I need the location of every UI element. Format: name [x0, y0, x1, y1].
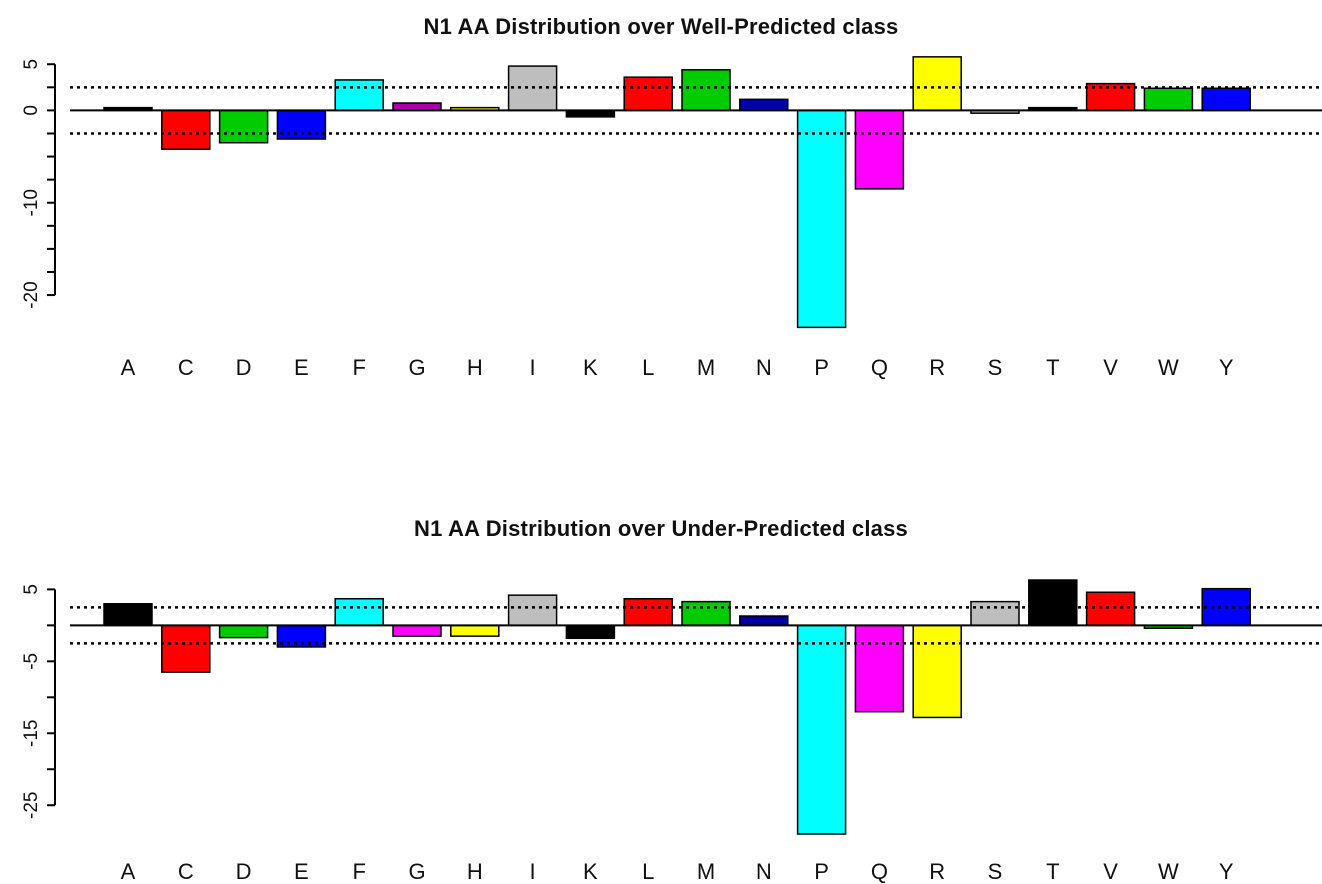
chart-title: N1 AA Distribution over Under-Predicted … — [414, 516, 908, 541]
bar-N — [739, 98, 789, 112]
bar-chart-under-predicted: 5 -5 -15 -25 A C D E F G H I K L M N P Q R S T V W Y — [21, 579, 1322, 884]
category-label: L — [642, 859, 654, 884]
bar-chart-well-predicted: 5 0 -10 -20 A C D E F G H I K L M N P Q R S T V W Y — [21, 56, 1322, 380]
category-label: K — [583, 355, 598, 380]
bar-H — [450, 624, 500, 637]
category-label: S — [988, 859, 1003, 884]
category-label: W — [1158, 859, 1179, 884]
bar-M — [681, 69, 731, 112]
category-label: Q — [871, 355, 888, 380]
y-tick-label: -20 — [21, 281, 42, 308]
category-label: N — [756, 355, 772, 380]
bar-D — [218, 624, 269, 639]
category-label: M — [697, 355, 715, 380]
category-label: V — [1103, 355, 1118, 380]
chart-title: N1 AA Distribution over Well-Predicted c… — [423, 14, 899, 39]
category-label: I — [530, 859, 536, 884]
bar-T — [1028, 579, 1078, 627]
bar-Q — [854, 109, 905, 190]
bar-P — [796, 624, 847, 835]
y-tick-label: 5 — [21, 584, 42, 595]
category-label: R — [929, 355, 945, 380]
category-label: T — [1046, 859, 1059, 884]
bar-V — [1085, 591, 1136, 627]
category-label: P — [814, 355, 829, 380]
category-label: Y — [1219, 859, 1234, 884]
bar-C — [161, 109, 211, 150]
y-tick-label: -10 — [21, 189, 42, 216]
bar-C — [161, 624, 211, 673]
category-label: N — [756, 859, 772, 884]
category-label: Q — [871, 859, 888, 884]
category-label: F — [352, 859, 365, 884]
bar-L — [623, 597, 673, 627]
bar-M — [681, 600, 731, 627]
category-label: C — [178, 859, 194, 884]
category-label: H — [467, 355, 483, 380]
category-label: I — [530, 355, 536, 380]
category-label: V — [1103, 859, 1118, 884]
y-tick-label: 5 — [21, 59, 42, 70]
category-label: Y — [1219, 355, 1234, 380]
y-tick-label: -5 — [21, 653, 42, 670]
bar-I — [507, 594, 558, 627]
bar-S — [970, 600, 1020, 627]
chart-under-predicted: N1 AA Distribution over Under-Predicted … — [0, 442, 1322, 884]
y-tick-label: -25 — [21, 791, 42, 818]
category-label: W — [1158, 355, 1179, 380]
category-label: M — [697, 859, 715, 884]
bar-F — [334, 597, 384, 627]
category-label: H — [467, 859, 483, 884]
bar-R — [912, 624, 962, 719]
bar-N — [739, 615, 789, 627]
category-label: D — [236, 355, 252, 380]
category-label: T — [1046, 355, 1059, 380]
bar-L — [623, 76, 673, 112]
category-label: A — [121, 859, 136, 884]
category-label: R — [929, 859, 945, 884]
category-label: E — [294, 859, 309, 884]
category-label: G — [408, 355, 425, 380]
chart-well-predicted: N1 AA Distribution over Well-Predicted c… — [21, 14, 1322, 380]
bar-G — [392, 102, 442, 112]
category-label: F — [352, 355, 365, 380]
bar-G — [392, 624, 442, 637]
bar-Q — [854, 624, 905, 713]
bar-F — [334, 79, 384, 112]
category-label: A — [121, 355, 136, 380]
category-label: K — [583, 859, 598, 884]
bar-P — [796, 109, 847, 329]
category-label: D — [236, 859, 252, 884]
y-tick-label: 0 — [21, 105, 42, 116]
category-label: P — [814, 859, 829, 884]
bar-Y — [1201, 87, 1251, 112]
category-label: L — [642, 355, 654, 380]
bar-D — [218, 109, 269, 144]
bar-K — [565, 624, 616, 640]
category-label: C — [178, 355, 194, 380]
bar-W — [1143, 87, 1194, 112]
category-label: S — [988, 355, 1003, 380]
bar-R — [912, 56, 962, 112]
category-label: G — [408, 859, 425, 884]
y-tick-label: -15 — [21, 720, 42, 747]
category-label: E — [294, 355, 309, 380]
